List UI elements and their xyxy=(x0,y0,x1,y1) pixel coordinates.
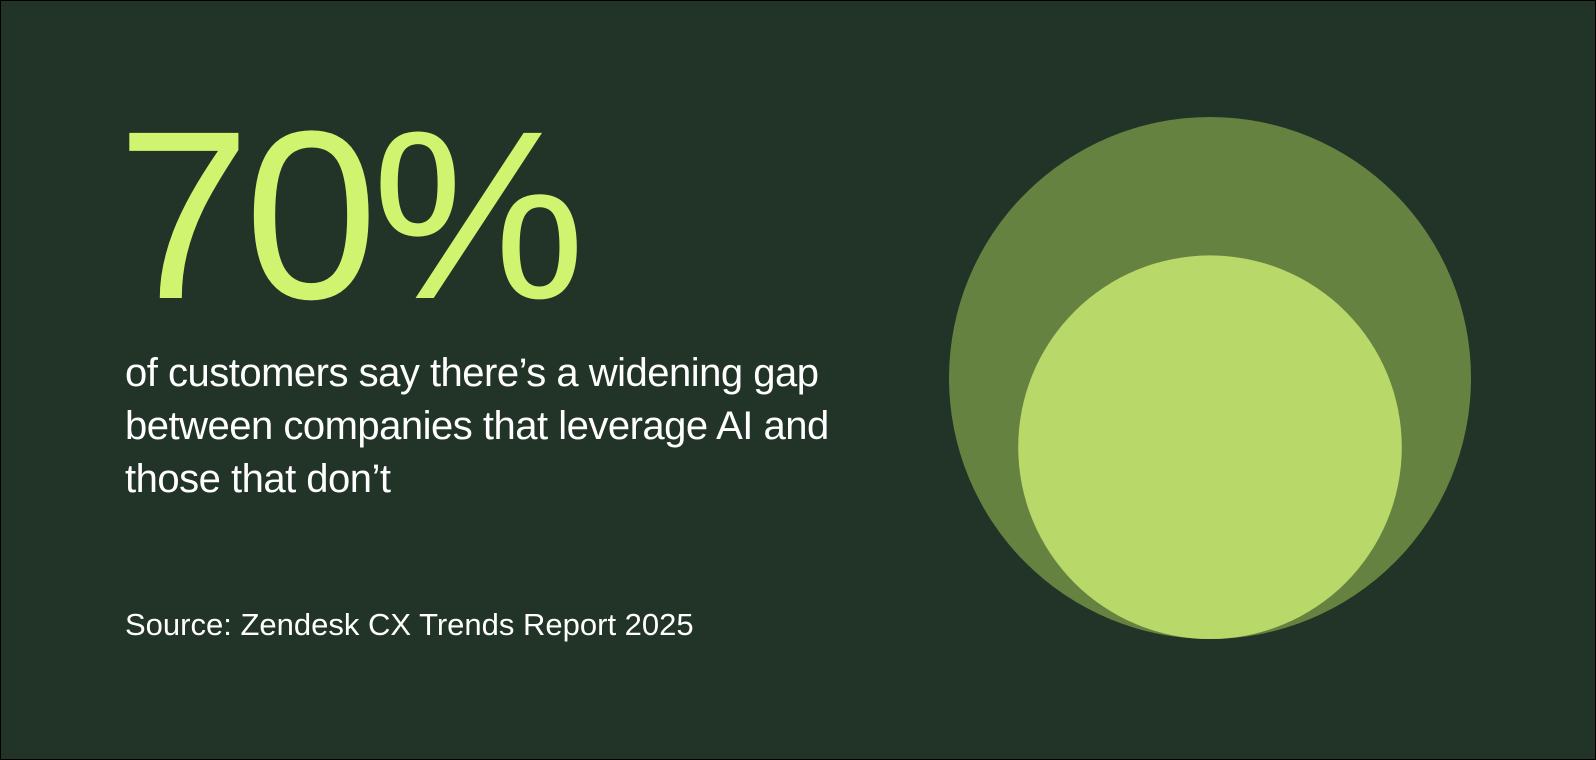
source-citation: Source: Zendesk CX Trends Report 2025 xyxy=(125,607,694,642)
stat-description: of customers say there’s a widening gap … xyxy=(125,351,829,501)
stat-percentage: 70% xyxy=(117,81,585,349)
inner-circle xyxy=(1018,255,1402,639)
